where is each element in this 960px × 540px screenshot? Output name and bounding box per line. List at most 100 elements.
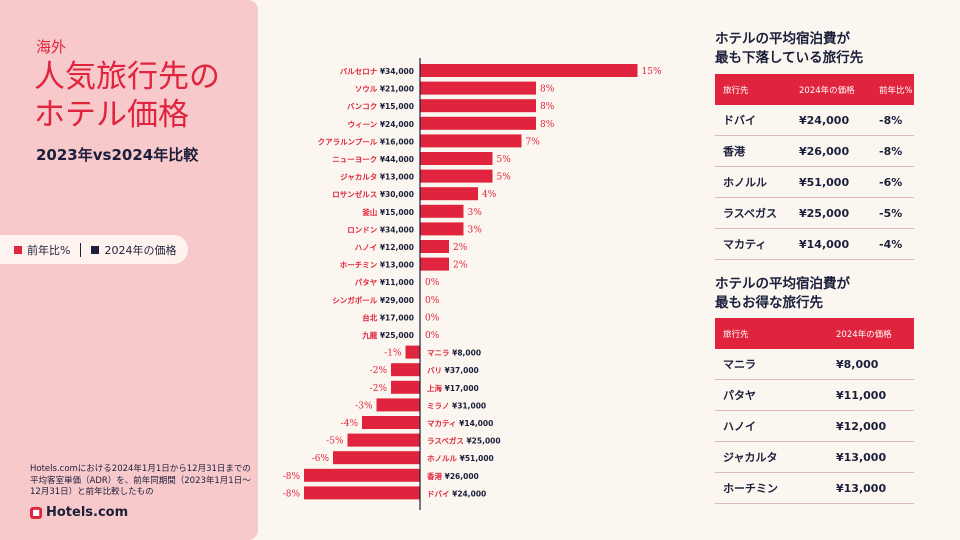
legend-swatch-dark	[91, 245, 100, 254]
data-label: -3%	[355, 401, 373, 411]
table-row: パタヤ ¥11,000	[715, 379, 914, 411]
table-cell: 香港	[715, 135, 791, 167]
brand-name: Hotels.com	[46, 505, 129, 520]
data-label: 5%	[497, 155, 512, 165]
bar	[420, 222, 464, 236]
data-label: -4%	[341, 419, 359, 429]
bar	[420, 99, 536, 113]
data-label: 0%	[425, 331, 440, 341]
data-label: -2%	[370, 384, 388, 394]
table-cell: ハノイ	[715, 410, 828, 442]
table-cell: マニラ	[715, 349, 828, 380]
data-label: 8%	[540, 85, 555, 95]
table-row: 香港 ¥26,000 -8%	[715, 135, 914, 167]
table-value-title-line1: ホテルの平均宿泊費が	[715, 276, 850, 292]
data-label: -6%	[312, 454, 330, 464]
table-header: 2024年の価格	[828, 318, 914, 349]
table-cell: ¥11,000	[828, 379, 914, 411]
table-cell: ¥12,000	[828, 410, 914, 442]
table-cell: ¥25,000	[791, 197, 871, 229]
bar-chart: 15% バルセロナ ¥34,000 8% ソウル ¥21,000 8% バンコク ¥15,…	[283, 58, 662, 510]
table-cell: ¥51,000	[791, 166, 871, 198]
legend-item-yoy: 前年比%	[14, 242, 70, 258]
category-label: ロサンゼルス ¥30,000	[332, 189, 414, 199]
table-row: ラスベガス ¥25,000 -5%	[715, 197, 914, 229]
bar	[405, 345, 420, 359]
table-row: ハノイ ¥12,000	[715, 410, 914, 442]
table-cell: ¥13,000	[828, 472, 914, 504]
table-row: ホーチミン ¥13,000	[715, 472, 914, 504]
bar	[362, 416, 420, 429]
table-cell: -4%	[871, 228, 914, 260]
page-subtitle: 2023年vs2024年比較	[36, 146, 199, 164]
brand-logo: ■ Hotels.com	[30, 505, 128, 520]
table-down-title: ホテルの平均宿泊費が 最も下落している旅行先	[715, 30, 863, 68]
data-label: -8%	[283, 472, 301, 482]
data-label: 0%	[425, 296, 440, 306]
hotel-icon: ■	[30, 506, 42, 519]
table-cell: ¥13,000	[828, 441, 914, 473]
table-cell: ¥24,000	[791, 105, 871, 136]
table-header-row: 旅行先 2024年の価格 前年比%	[715, 74, 914, 105]
table-value-title: ホテルの平均宿泊費が 最もお得な旅行先	[715, 275, 850, 313]
category-label: マニラ ¥8,000	[427, 349, 481, 358]
table-cell: ホーチミン	[715, 472, 828, 504]
table-row: ドバイ ¥24,000 -8%	[715, 105, 914, 136]
bar	[420, 204, 464, 218]
category-label: 九龍 ¥25,000	[361, 330, 414, 340]
table-cell: ラスベガス	[715, 197, 791, 229]
left-panel: 海外 人気旅行先のホテル価格 2023年vs2024年比較 Hotels.com…	[0, 0, 258, 540]
legend: 前年比% 2024年の価格	[0, 235, 188, 264]
category-label: ウィーン ¥24,000	[348, 120, 414, 129]
category-label: 香港 ¥26,000	[426, 471, 479, 481]
category-label: ドバイ ¥24,000	[427, 489, 486, 498]
bar	[376, 398, 420, 412]
table-value-title-line2: 最もお得な旅行先	[715, 295, 823, 311]
bar	[333, 451, 420, 465]
category-label: ロンドン ¥34,000	[347, 225, 414, 234]
table-cell: パタヤ	[715, 379, 828, 411]
data-label: 4%	[482, 190, 497, 200]
bar	[420, 64, 638, 77]
table-cell: ジャカルタ	[715, 441, 828, 473]
table-down: 旅行先 2024年の価格 前年比% ドバイ ¥24,000 -8% 香港 ¥26,000…	[715, 74, 914, 260]
legend-item-price: 2024年の価格	[91, 242, 176, 258]
table-cell: -8%	[871, 105, 914, 136]
category-label: ハノイ ¥12,000	[355, 243, 414, 252]
table-row: マニラ ¥8,000	[715, 349, 914, 380]
category-label: バリ ¥37,000	[427, 366, 479, 375]
data-label: 2%	[453, 261, 468, 271]
bar	[420, 257, 449, 271]
category-label: マカティ ¥14,000	[427, 419, 493, 428]
data-label: 3%	[468, 208, 483, 218]
table-header-row: 旅行先 2024年の価格	[715, 318, 914, 349]
bar	[420, 187, 478, 201]
table-header: 旅行先	[715, 318, 828, 349]
bar	[420, 134, 522, 148]
category-label: 上海 ¥17,000	[427, 383, 479, 393]
table-cell: ホノルル	[715, 166, 791, 198]
table-down-title-line2: 最も下落している旅行先	[715, 50, 864, 66]
table-cell: -6%	[871, 166, 914, 198]
category-label: ニューヨーク ¥44,000	[332, 154, 414, 164]
data-label: 8%	[540, 102, 555, 112]
bar	[304, 486, 420, 500]
footnote: Hotels.comにおける2024年1月1日から12月31日までの平均客室単価…	[30, 464, 251, 497]
data-label: -2%	[370, 366, 388, 376]
bar	[420, 152, 493, 165]
category-label: ラスベガス ¥25,000	[427, 436, 501, 446]
category-label: 台北 ¥17,000	[362, 312, 414, 322]
category-label: 釜山 ¥15,000	[361, 207, 414, 217]
table-row: マカティ ¥14,000 -4%	[715, 228, 914, 260]
category-label: ソウル ¥21,000	[355, 85, 414, 94]
data-label: -5%	[326, 437, 344, 447]
data-label: -1%	[384, 349, 402, 359]
data-label: 0%	[425, 313, 440, 323]
category-label: ジャカルタ ¥13,000	[340, 172, 414, 182]
table-cell: ¥26,000	[791, 135, 871, 167]
page-title: 人気旅行先のホテル価格	[34, 59, 220, 133]
category-label: ミラノ ¥31,000	[427, 401, 486, 410]
table-row: ジャカルタ ¥13,000	[715, 441, 914, 473]
bar	[420, 116, 536, 130]
table-cell: ¥8,000	[828, 349, 914, 380]
